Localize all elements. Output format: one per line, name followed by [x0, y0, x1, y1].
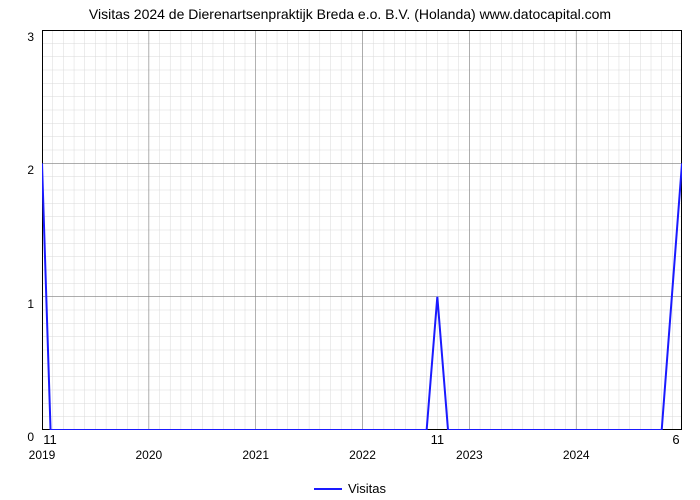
x-tick-label: 2021 [242, 448, 269, 462]
data-point-label: 11 [43, 432, 57, 447]
chart-title: Visitas 2024 de Dierenartsenpraktijk Bre… [0, 6, 700, 22]
x-tick-label: 2019 [29, 448, 56, 462]
data-point-label: 11 [431, 432, 445, 447]
legend: Visitas [0, 477, 700, 497]
y-tick-label: 2 [0, 163, 34, 177]
plot-svg [42, 30, 682, 430]
y-tick-label: 1 [0, 297, 34, 311]
y-tick-label: 0 [0, 430, 34, 444]
legend-item: Visitas [314, 481, 386, 496]
plot-area [42, 30, 682, 430]
x-tick-label: 2024 [563, 448, 590, 462]
x-tick-label: 2022 [349, 448, 376, 462]
legend-swatch [314, 488, 342, 490]
y-tick-label: 3 [0, 30, 34, 44]
line-chart: Visitas 2024 de Dierenartsenpraktijk Bre… [0, 0, 700, 500]
x-tick-label: 2023 [456, 448, 483, 462]
x-tick-label: 2020 [135, 448, 162, 462]
legend-label: Visitas [348, 481, 386, 496]
data-point-label: 6 [672, 432, 679, 447]
